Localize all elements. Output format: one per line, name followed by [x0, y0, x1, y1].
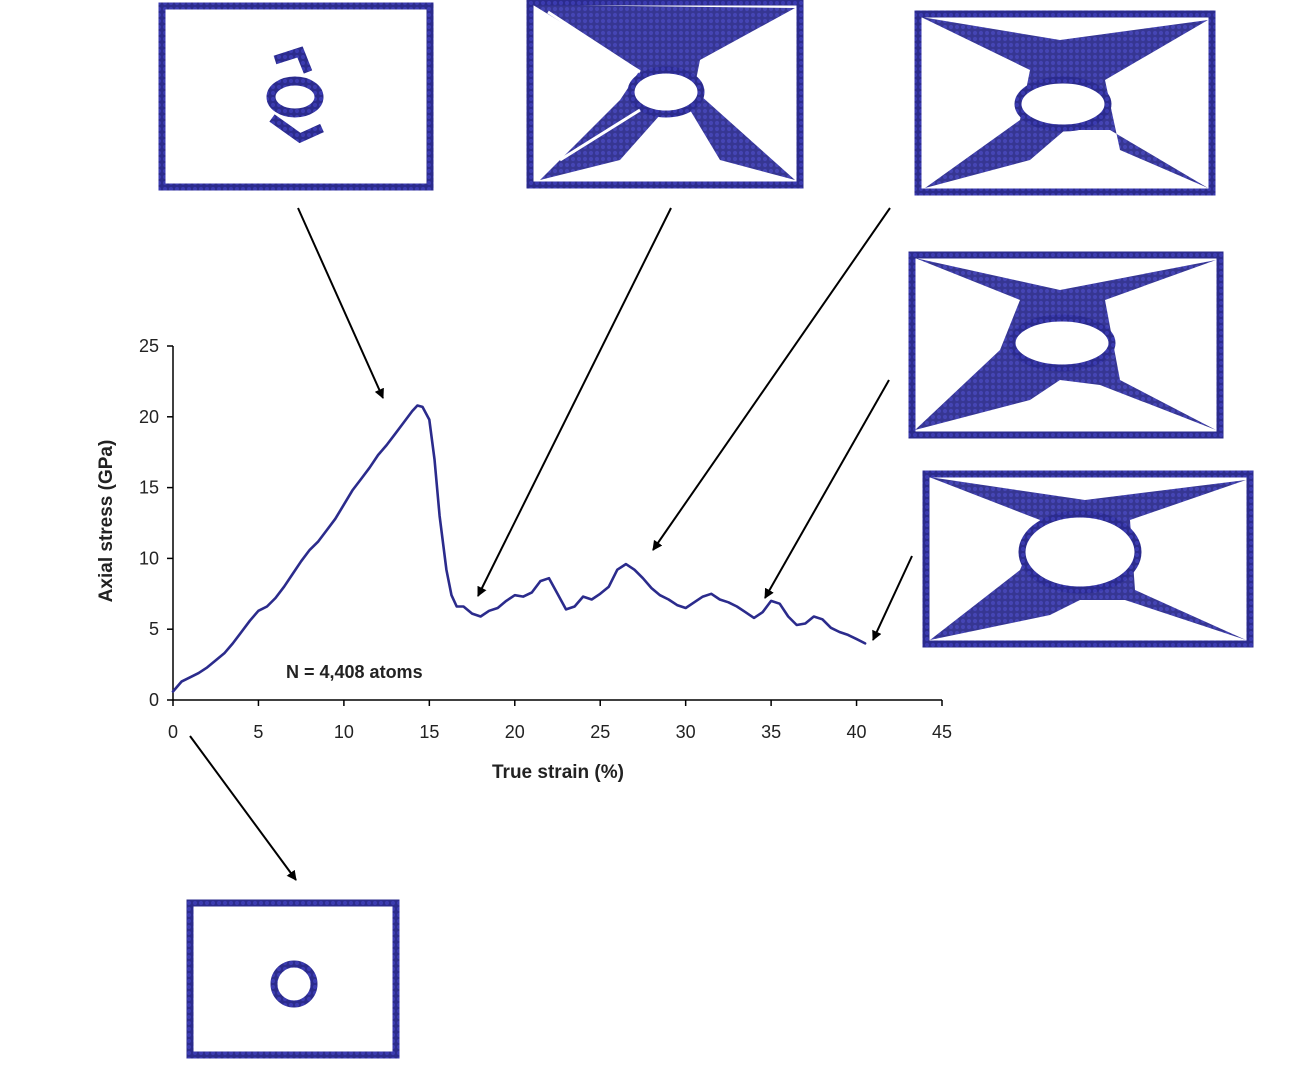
y-tick-label: 25	[139, 336, 159, 356]
atom-count-annotation: N = 4,408 atoms	[286, 662, 423, 682]
y-tick-label: 15	[139, 478, 159, 498]
arrow-to-35-strain	[764, 379, 890, 599]
arrow-to-end	[872, 555, 913, 641]
y-axis-title: Axial stress (GPa)	[96, 440, 117, 603]
x-tick-label: 35	[761, 722, 781, 742]
x-tick-label: 45	[932, 722, 952, 742]
x-tick-label: 25	[590, 722, 610, 742]
arrow-to-drop	[477, 207, 672, 597]
x-tick-label: 15	[419, 722, 439, 742]
y-ticks: 0 5 10 15 20 25	[139, 336, 173, 710]
y-tick-label: 0	[149, 690, 159, 710]
x-ticks: 0 5 10 15 20 25 30 35 40 45	[168, 700, 952, 742]
x-tick-label: 0	[168, 722, 178, 742]
y-tick-label: 20	[139, 407, 159, 427]
snapshot-prepeak	[158, 2, 434, 191]
x-tick-label: 5	[253, 722, 263, 742]
stress-strain-chart: 0 5 10 15 20 25 0 5 10 15 20 25 30 35 40 45 Axial stre…	[96, 336, 952, 783]
x-tick-label: 30	[676, 722, 696, 742]
x-axis-title: True strain (%)	[492, 762, 624, 783]
y-tick-label: 5	[149, 619, 159, 639]
snapshot-post-drop	[526, 0, 804, 189]
x-tick-label: 20	[505, 722, 525, 742]
x-tick-label: 40	[847, 722, 867, 742]
snapshot-late-necking	[908, 251, 1224, 439]
snapshot-initial	[186, 899, 400, 1059]
arrow-to-second-peak	[652, 207, 891, 551]
x-tick-label: 10	[334, 722, 354, 742]
arrow-to-peak	[297, 207, 384, 399]
arrow-to-origin	[189, 735, 297, 881]
stress-strain-line	[171, 404, 867, 693]
snapshot-final	[922, 470, 1254, 648]
snapshot-mid-necking	[914, 10, 1216, 196]
callout-arrows	[189, 207, 913, 881]
y-tick-label: 10	[139, 548, 159, 568]
